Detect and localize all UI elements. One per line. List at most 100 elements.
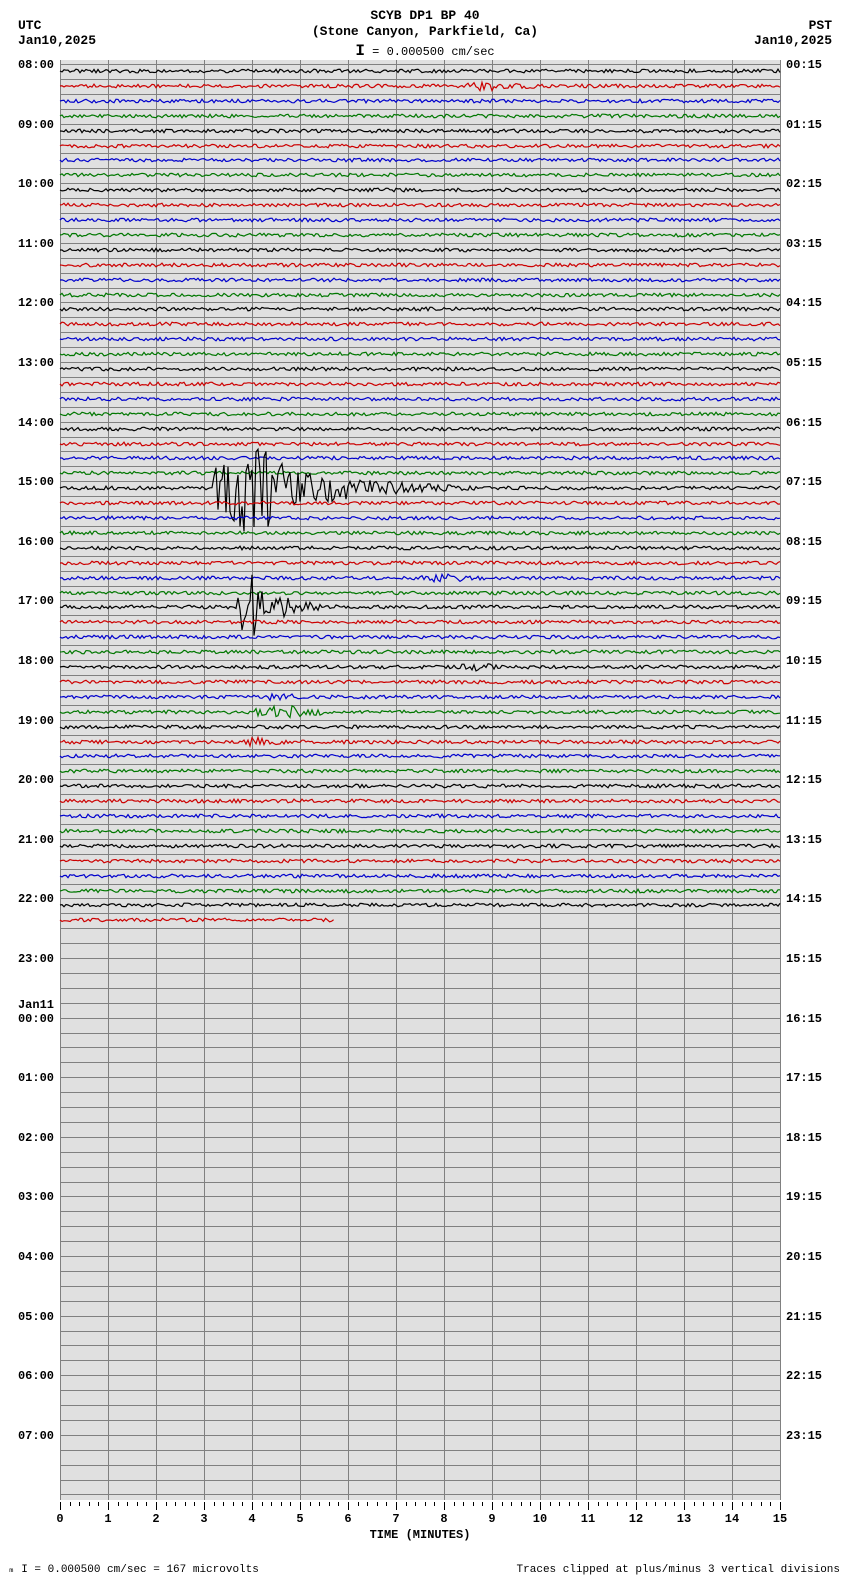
- pst-time-label: 00:15: [786, 58, 822, 72]
- pst-time-label: 20:15: [786, 1250, 822, 1264]
- trace-row: [60, 1301, 780, 1315]
- trace-row: [60, 913, 780, 927]
- trace-row: [60, 1420, 780, 1434]
- utc-time-label: 22:00: [18, 892, 54, 906]
- utc-time-label: 09:00: [18, 118, 54, 132]
- trace-row: 06:0022:15: [60, 1375, 780, 1389]
- trace-row: [60, 1271, 780, 1285]
- utc-time-label: 12:00: [18, 296, 54, 310]
- pst-time-label: 14:15: [786, 892, 822, 906]
- utc-time-label: 17:00: [18, 594, 54, 608]
- pst-time-label: 05:15: [786, 356, 822, 370]
- pst-time-label: 22:15: [786, 1369, 822, 1383]
- utc-time-label: 10:00: [18, 177, 54, 191]
- utc-time-label: 21:00: [18, 833, 54, 847]
- utc-time-label: Jan11 00:00: [18, 998, 54, 1026]
- utc-time-label: 19:00: [18, 714, 54, 728]
- pst-time-label: 23:15: [786, 1429, 822, 1443]
- pst-time-label: 21:15: [786, 1310, 822, 1324]
- pst-time-label: 04:15: [786, 296, 822, 310]
- trace-row: [60, 1465, 780, 1479]
- pst-time-label: 11:15: [786, 714, 822, 728]
- trace-row: [60, 1003, 780, 1017]
- pst-time-label: 17:15: [786, 1071, 822, 1085]
- utc-time-label: 06:00: [18, 1369, 54, 1383]
- utc-time-label: 02:00: [18, 1131, 54, 1145]
- pst-time-label: 15:15: [786, 952, 822, 966]
- trace-row: [60, 988, 780, 1002]
- pst-time-label: 09:15: [786, 594, 822, 608]
- trace-row: 02:0018:15: [60, 1137, 780, 1151]
- x-axis: TIME (MINUTES) 0123456789101112131415: [60, 1502, 780, 1542]
- trace-row: Jan11 00:0016:15: [60, 1018, 780, 1032]
- x-tick-label: 13: [677, 1512, 691, 1526]
- pst-time-label: 16:15: [786, 1012, 822, 1026]
- utc-time-label: 18:00: [18, 654, 54, 668]
- x-tick-label: 15: [773, 1512, 787, 1526]
- trace-row: [60, 1047, 780, 1061]
- utc-time-label: 01:00: [18, 1071, 54, 1085]
- x-tick-label: 1: [104, 1512, 111, 1526]
- trace-row: [60, 1450, 780, 1464]
- utc-time-label: 14:00: [18, 416, 54, 430]
- trace-row: 01:0017:15: [60, 1077, 780, 1091]
- trace-row: [60, 1033, 780, 1047]
- x-axis-title: TIME (MINUTES): [60, 1528, 780, 1542]
- x-tick-label: 11: [581, 1512, 595, 1526]
- utc-time-label: 07:00: [18, 1429, 54, 1443]
- utc-time-label: 11:00: [18, 237, 54, 251]
- utc-time-label: 08:00: [18, 58, 54, 72]
- trace-row: [60, 1226, 780, 1240]
- pst-time-label: 06:15: [786, 416, 822, 430]
- x-tick-label: 8: [440, 1512, 447, 1526]
- x-tick-label: 2: [152, 1512, 159, 1526]
- utc-time-label: 13:00: [18, 356, 54, 370]
- x-tick-label: 5: [296, 1512, 303, 1526]
- x-tick-label: 3: [200, 1512, 207, 1526]
- trace-row: [60, 1390, 780, 1404]
- pst-time-label: 10:15: [786, 654, 822, 668]
- x-tick-label: 12: [629, 1512, 643, 1526]
- station-title: SCYB DP1 BP 40: [0, 8, 850, 24]
- trace-row: [60, 1182, 780, 1196]
- x-tick-label: 4: [248, 1512, 255, 1526]
- utc-time-label: 04:00: [18, 1250, 54, 1264]
- utc-time-label: 20:00: [18, 773, 54, 787]
- trace-row: [60, 1062, 780, 1076]
- x-tick-label: 14: [725, 1512, 739, 1526]
- trace-row: [60, 1167, 780, 1181]
- utc-time-label: 23:00: [18, 952, 54, 966]
- trace-row: [60, 1092, 780, 1106]
- trace-row: [60, 928, 780, 942]
- trace-row: [60, 1211, 780, 1225]
- utc-time-label: 05:00: [18, 1310, 54, 1324]
- utc-time-label: 16:00: [18, 535, 54, 549]
- trace-row: 23:0015:15: [60, 958, 780, 972]
- pst-time-label: 08:15: [786, 535, 822, 549]
- pst-time-label: 07:15: [786, 475, 822, 489]
- x-tick-label: 9: [488, 1512, 495, 1526]
- helicorder-plot: 08:0000:1509:0001:1510:0002:1511:0003:15…: [60, 60, 780, 1500]
- x-tick-label: 10: [533, 1512, 547, 1526]
- trace-row: [60, 1331, 780, 1345]
- trace-row: 03:0019:15: [60, 1196, 780, 1210]
- pst-time-label: 02:15: [786, 177, 822, 191]
- trace-row: [60, 1345, 780, 1359]
- pst-time-label: 13:15: [786, 833, 822, 847]
- footer-right: Traces clipped at plus/minus 3 vertical …: [517, 1564, 840, 1576]
- footer-left: ₘ I = 0.000500 cm/sec = 167 microvolts: [8, 1562, 259, 1576]
- pst-time-label: 03:15: [786, 237, 822, 251]
- trace-row: [60, 1107, 780, 1121]
- trace-row: [60, 1405, 780, 1419]
- station-subtitle: (Stone Canyon, Parkfield, Ca): [0, 24, 850, 40]
- pst-time-label: 19:15: [786, 1190, 822, 1204]
- trace-row: [60, 1152, 780, 1166]
- seismogram-page: UTC Jan10,2025 PST Jan10,2025 SCYB DP1 B…: [0, 0, 850, 1584]
- trace-row: [60, 973, 780, 987]
- trace-row: 07:0023:15: [60, 1435, 780, 1449]
- trace-row: [60, 943, 780, 957]
- x-tick-label: 6: [344, 1512, 351, 1526]
- trace-row: 04:0020:15: [60, 1256, 780, 1270]
- trace-row: 05:0021:15: [60, 1316, 780, 1330]
- trace-row: [60, 1122, 780, 1136]
